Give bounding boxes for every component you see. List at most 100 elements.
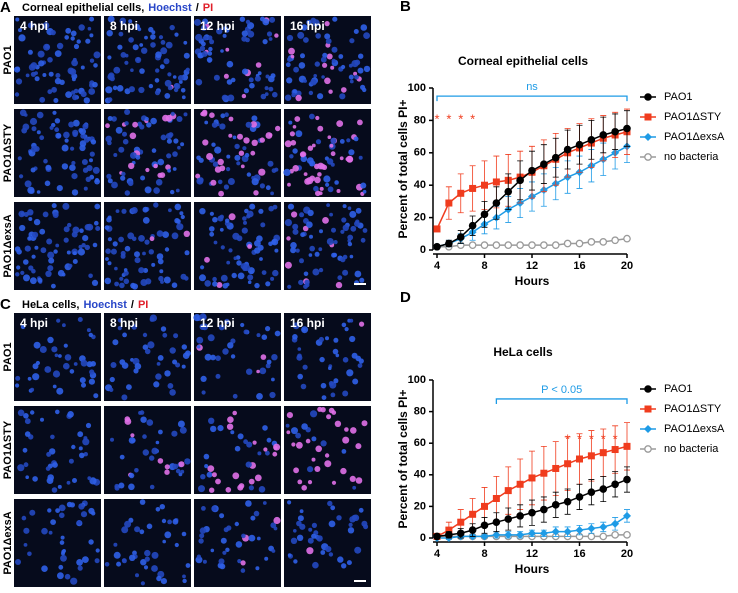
nucleus — [56, 185, 63, 192]
marker — [644, 385, 652, 393]
row-label: PAO1 — [2, 45, 14, 74]
marker — [445, 526, 453, 534]
nucleus — [67, 222, 72, 228]
nucleus — [267, 160, 274, 167]
nucleus — [140, 559, 147, 566]
nucleus — [297, 479, 303, 485]
nucleus — [122, 131, 127, 137]
nucleus — [333, 337, 339, 343]
nucleus — [352, 378, 359, 385]
nucleus — [93, 51, 101, 59]
significance-star: * — [613, 431, 618, 446]
nucleus — [266, 31, 273, 37]
nucleus — [320, 382, 327, 389]
nucleus — [28, 63, 36, 71]
nucleus — [157, 355, 164, 361]
marker — [611, 236, 619, 245]
nucleus — [271, 168, 277, 174]
marker — [552, 464, 560, 472]
nucleus — [196, 177, 204, 185]
nucleus — [201, 50, 208, 57]
nucleus — [200, 375, 207, 382]
nucleus — [198, 538, 204, 544]
nucleus — [71, 189, 79, 196]
nucleus — [254, 282, 260, 289]
nucleus — [266, 359, 272, 365]
nucleus — [299, 212, 305, 218]
nucleus — [118, 236, 124, 243]
nucleus — [304, 279, 310, 285]
nucleus — [180, 88, 186, 93]
nucleus — [23, 259, 29, 265]
micrograph — [14, 16, 101, 104]
nucleus — [260, 16, 265, 22]
marker — [504, 241, 513, 249]
nucleus — [291, 427, 298, 435]
nucleus — [349, 318, 354, 323]
nucleus — [15, 272, 20, 277]
nucleus — [260, 93, 267, 100]
nucleus — [130, 68, 134, 72]
nucleus — [298, 62, 306, 69]
nucleus — [209, 112, 215, 118]
marker — [623, 442, 631, 450]
nucleus — [210, 179, 217, 186]
nucleus — [134, 257, 141, 264]
nucleus — [59, 540, 65, 545]
nucleus — [357, 119, 363, 126]
nucleus — [157, 458, 164, 464]
marker — [456, 529, 465, 538]
nucleus — [121, 526, 129, 534]
nucleus — [232, 410, 237, 416]
nucleus — [45, 466, 51, 471]
nucleus — [88, 378, 95, 385]
nucleus — [172, 463, 179, 470]
nucleus — [93, 393, 99, 399]
nucleus — [124, 60, 129, 65]
nucleus — [93, 63, 98, 68]
nucleus — [84, 244, 91, 251]
nucleus — [297, 31, 305, 39]
nucleus — [24, 245, 31, 252]
nucleus — [219, 227, 224, 232]
nucleus — [70, 36, 75, 41]
marker — [468, 526, 477, 534]
marker — [575, 526, 584, 535]
nucleus — [312, 561, 319, 569]
nucleus — [230, 354, 236, 359]
nucleus — [149, 484, 155, 490]
micrograph — [194, 202, 281, 290]
nucleus — [36, 190, 41, 194]
nucleus — [185, 563, 191, 568]
nucleus — [243, 220, 247, 225]
nucleus — [67, 411, 74, 418]
nucleus — [162, 332, 168, 338]
nucleus — [183, 40, 188, 45]
nucleus — [245, 461, 252, 468]
nucleus — [82, 556, 89, 563]
marker — [480, 241, 489, 249]
nucleus — [44, 180, 51, 187]
nucleus — [318, 247, 323, 252]
nucleus — [302, 225, 309, 232]
marker — [575, 239, 584, 248]
nucleus — [171, 430, 178, 437]
nucleus — [76, 559, 83, 566]
nucleus — [201, 506, 206, 511]
marker — [599, 485, 608, 493]
nucleus — [286, 412, 293, 419]
nucleus — [142, 449, 149, 456]
nucleus — [284, 219, 292, 227]
nucleus — [116, 85, 124, 92]
nucleus — [166, 138, 172, 144]
nucleus — [307, 466, 314, 473]
nucleus — [88, 88, 96, 95]
y-tick-label: 0 — [420, 244, 426, 256]
nucleus — [303, 37, 309, 43]
row-label: PAO1 — [2, 342, 14, 371]
nucleus — [114, 281, 119, 287]
nucleus — [204, 256, 210, 263]
nucleus — [32, 363, 39, 370]
marker — [611, 530, 619, 539]
nucleus — [320, 56, 327, 63]
